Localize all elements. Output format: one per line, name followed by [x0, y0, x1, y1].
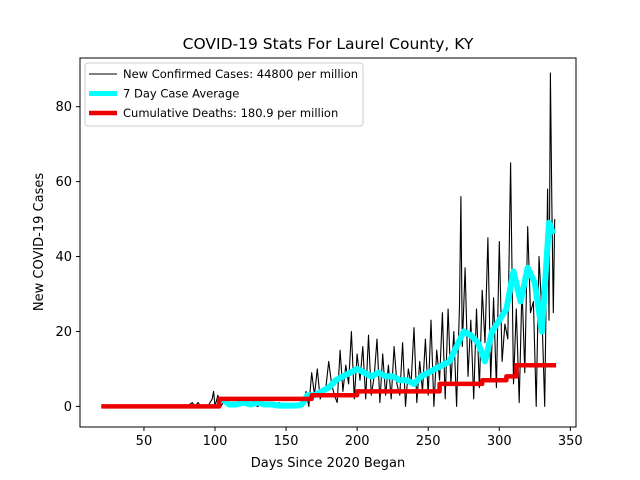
x-tick-label: 100	[203, 434, 228, 449]
y-axis-ticks: 0 20 40 60 80	[55, 100, 80, 415]
series-layer	[101, 72, 557, 409]
legend-item-cumulative-deaths: Cumulative Deaths: 180.9 per million	[89, 106, 338, 120]
x-tick-label: 250	[416, 434, 441, 449]
legend-item-new-cases: New Confirmed Cases: 44800 per million	[89, 67, 358, 81]
plot-area	[101, 72, 557, 409]
y-tick-label: 60	[55, 175, 72, 190]
x-tick-label: 200	[345, 434, 370, 449]
y-tick-label: 80	[55, 100, 72, 115]
legend: New Confirmed Cases: 44800 per million 7 …	[84, 62, 364, 127]
axes-frame	[79, 57, 577, 428]
legend-box	[84, 62, 364, 127]
y-tick-label: 20	[55, 325, 72, 340]
x-axis-label: Days Since 2020 Began	[251, 456, 406, 471]
legend-label: New Confirmed Cases: 44800 per million	[123, 67, 358, 81]
cumulative-deaths-line	[101, 362, 557, 409]
x-tick-label: 300	[487, 434, 512, 449]
y-tick-label: 40	[55, 250, 72, 265]
y-axis-label: New COVID-19 Cases	[32, 173, 47, 311]
legend-label: 7 Day Case Average	[123, 87, 239, 101]
y-tick-label: 0	[64, 400, 72, 415]
x-tick-label: 350	[558, 434, 583, 449]
legend-item-seven-day-average: 7 Day Case Average	[89, 87, 239, 101]
x-axis-ticks: 50 100 150 200 250 300 350	[136, 427, 583, 449]
x-tick-label: 150	[274, 434, 299, 449]
seven-day-average-line	[220, 219, 557, 409]
x-tick-label: 50	[136, 434, 153, 449]
chart-title: COVID-19 Stats For Laurel County, KY	[183, 35, 474, 53]
legend-label: Cumulative Deaths: 180.9 per million	[123, 106, 338, 120]
